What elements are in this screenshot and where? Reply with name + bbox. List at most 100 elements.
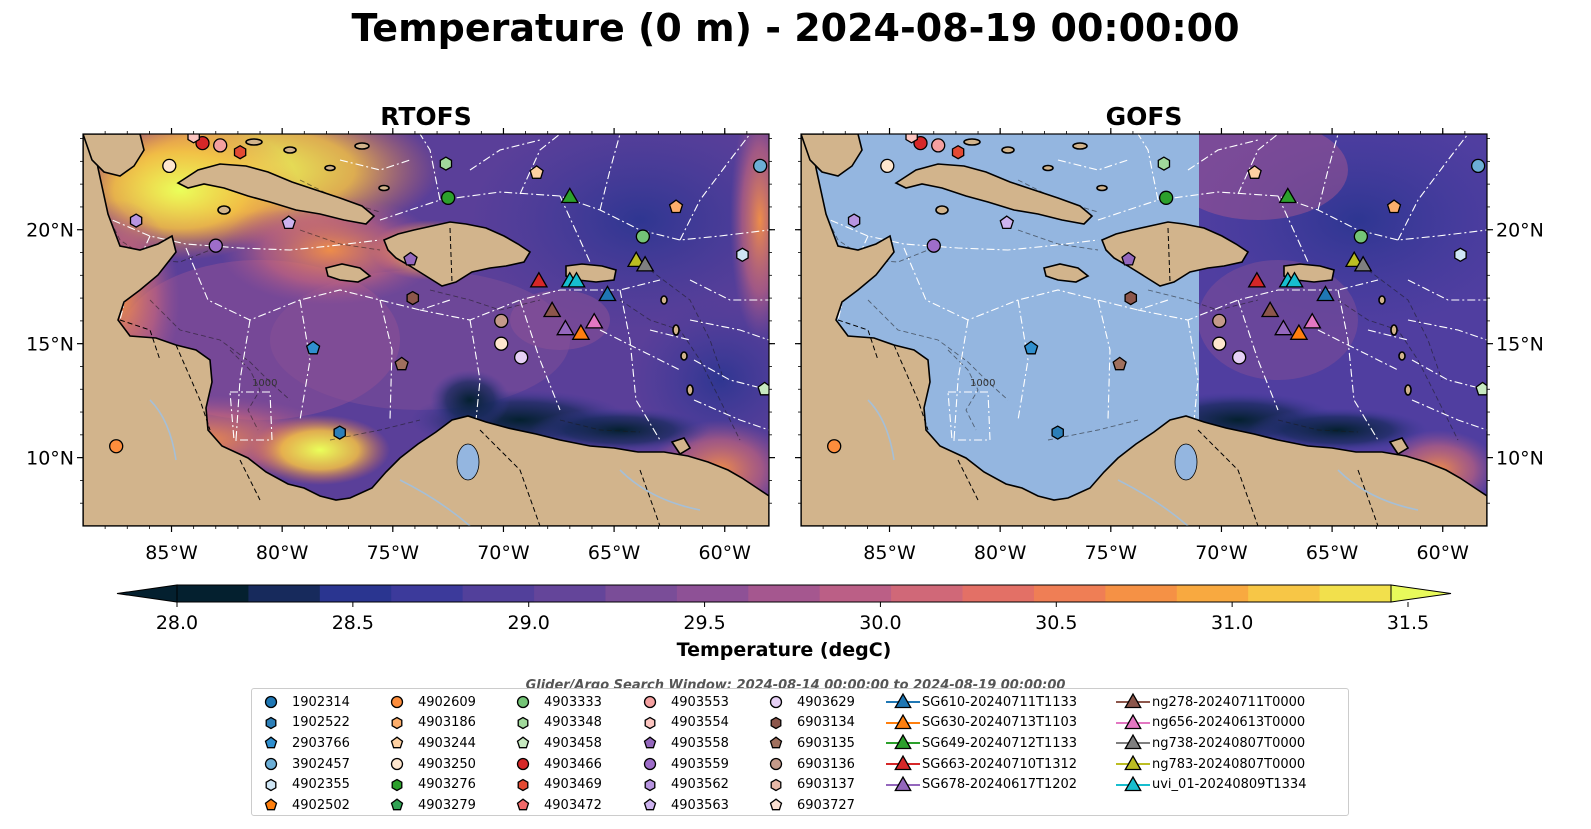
circle-marker-icon xyxy=(380,692,418,712)
glider-marker xyxy=(560,187,580,204)
glider-marker xyxy=(571,323,591,340)
legend-item-label: 6903727 xyxy=(797,797,855,813)
triangle-marker-icon xyxy=(884,692,922,712)
colorbar-segment xyxy=(891,585,964,602)
glider-marker xyxy=(1344,250,1364,268)
colorbar-under-extension xyxy=(116,584,178,603)
colorbar-tick-label: 28.5 xyxy=(332,612,374,634)
pentagon-marker-icon xyxy=(506,733,544,753)
rtofs-frame xyxy=(82,133,770,527)
colorbar-tick-label: 28.0 xyxy=(156,612,198,634)
pentagon-marker-icon xyxy=(380,733,418,753)
legend-item-label: 6903134 xyxy=(797,715,855,731)
legend-column-4: 4903553 4903554 4903558 4903559 4903562 49035… xyxy=(633,692,729,816)
float-marker xyxy=(394,356,409,371)
pentagon-marker-icon xyxy=(506,795,544,815)
legend-item: 4903279 xyxy=(380,795,476,816)
lat-tick-label: 20°N xyxy=(26,220,74,242)
legend-item: 6903134 xyxy=(759,713,855,734)
legend-item: 4903472 xyxy=(506,795,602,816)
float-marker xyxy=(827,439,842,454)
legend-item-label: ng278-20240711T0000 xyxy=(1152,694,1306,710)
circle-marker-icon xyxy=(506,754,544,774)
triangle-marker-icon xyxy=(1114,775,1152,795)
circle-marker-icon xyxy=(633,754,671,774)
legend-item-label: 4903279 xyxy=(418,797,476,813)
lon-tick-label: 60°W xyxy=(699,542,752,564)
float-marker xyxy=(847,213,861,228)
legend-item-label: 4903563 xyxy=(671,797,729,813)
colorbar-segments xyxy=(177,585,1392,602)
float-marker xyxy=(1475,381,1487,396)
hexagon-marker-icon xyxy=(759,775,797,795)
float-marker xyxy=(668,199,684,214)
legend-item-label: 4903466 xyxy=(544,756,602,772)
hexagon-marker-icon xyxy=(633,713,671,733)
circle-marker-icon xyxy=(759,754,797,774)
legend-marker xyxy=(516,798,530,811)
legend-marker xyxy=(770,778,782,791)
triangle-marker-icon xyxy=(1114,754,1152,774)
legend-item-label: ng783-20240807T0000 xyxy=(1152,756,1306,772)
float-marker xyxy=(1051,425,1064,440)
float-marker xyxy=(440,190,456,205)
legend-marker xyxy=(769,736,783,749)
lat-tick-label: 20°N xyxy=(1496,220,1544,242)
float-marker xyxy=(494,336,509,351)
rtofs-map: 1000 RTOFS 85°W 80°W 75°W 70°W 65°W 60°W 20°N 1… xyxy=(26,102,775,564)
lat-tick-label: 10°N xyxy=(1496,448,1544,470)
legend-item: 4903562 xyxy=(633,774,729,795)
rtofs-glider-markers xyxy=(529,187,655,340)
gofs-panel-title: GOFS xyxy=(1106,102,1183,131)
pentagon-marker-icon xyxy=(759,733,797,753)
legend-marker xyxy=(390,696,404,709)
float-marker xyxy=(880,158,895,174)
legend-marker xyxy=(643,798,657,811)
legend-item: 4903553 xyxy=(633,692,729,713)
hexagon-marker-icon xyxy=(633,775,671,795)
lat-tick-label: 10°N xyxy=(26,448,74,470)
lon-tick-label: 75°W xyxy=(367,542,420,564)
lon-tick-label: 80°W xyxy=(974,542,1027,564)
legend-item: 3902457 xyxy=(254,754,350,775)
hexagon-marker-icon xyxy=(759,713,797,733)
legend-marker xyxy=(517,716,529,730)
legend-marker xyxy=(644,716,656,730)
legend-item-label: 4903469 xyxy=(544,777,602,793)
legend-marker xyxy=(769,757,783,771)
colorbar-label: Temperature (degC) xyxy=(677,639,892,661)
legend-item: SG630-20240713T1103 xyxy=(884,713,1077,734)
triangle-marker-icon xyxy=(884,775,922,795)
legend: 1902314 1902522 2903766 3902457 4902355 49025… xyxy=(251,688,1349,816)
legend-item: SG663-20240710T1312 xyxy=(884,754,1077,775)
colorbar: 28.0 28.5 29.0 29.5 30.0 30.5 31.0 31.5 Tempera… xyxy=(116,584,1452,661)
legend-item-label: 4902355 xyxy=(292,777,350,793)
float-marker xyxy=(999,215,1015,230)
legend-column-5: 4903629 6903134 6903135 6903136 6903137 69037… xyxy=(759,692,855,816)
glider-marker xyxy=(1302,312,1322,329)
float-marker xyxy=(406,290,420,306)
float-marker xyxy=(494,313,509,329)
float-marker xyxy=(752,158,768,174)
legend-item-label: 4903472 xyxy=(544,797,602,813)
legend-column-2: 4902609 4903186 4903244 4903250 4903276 49032… xyxy=(380,692,476,816)
lat-tick-label: 15°N xyxy=(1496,334,1544,356)
legend-item-label: 1902314 xyxy=(292,694,350,710)
float-marker xyxy=(1112,356,1127,371)
glider-marker xyxy=(1247,271,1267,288)
legend-item: 6903727 xyxy=(759,795,855,816)
lon-tick-label: 60°W xyxy=(1417,542,1470,564)
legend-item-label: 3902457 xyxy=(292,756,350,772)
float-marker xyxy=(305,340,321,355)
hexagon-marker-icon xyxy=(254,775,292,795)
legend-item: 4903469 xyxy=(506,774,602,795)
float-marker xyxy=(162,158,177,174)
lon-tick-label: 70°W xyxy=(477,542,530,564)
legend-marker xyxy=(644,778,656,791)
legend-item-label: 6903137 xyxy=(797,777,855,793)
glider-marker xyxy=(542,300,562,318)
gofs-map: 1000 GOFS 85°W 80°W 75°W 70°W 65°W 60°W 20°N 15… xyxy=(795,102,1544,564)
legend-item-label: 4903250 xyxy=(418,756,476,772)
rtofs-float-markers xyxy=(109,134,769,454)
float-marker xyxy=(129,213,143,228)
